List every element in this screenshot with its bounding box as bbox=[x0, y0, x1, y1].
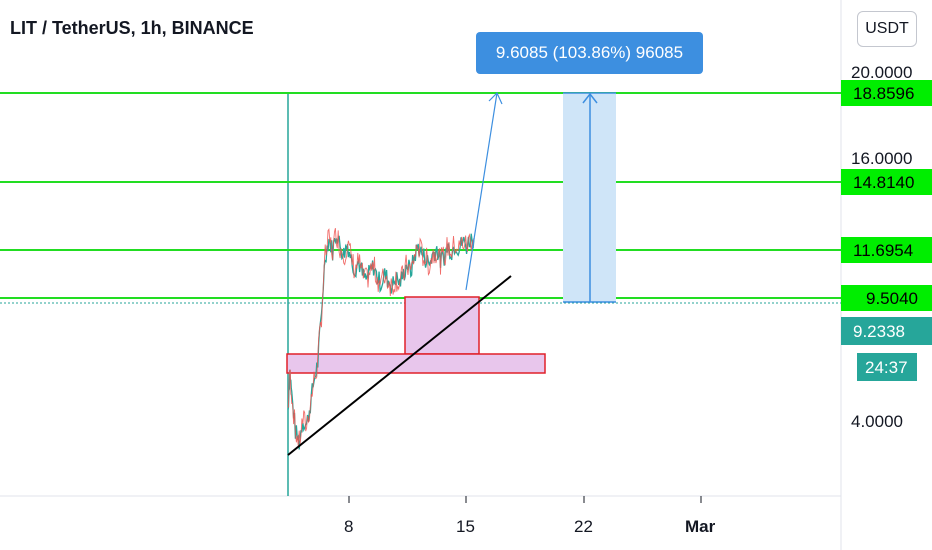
price-series-shadow bbox=[287, 227, 474, 446]
time-axis-label: 22 bbox=[574, 517, 593, 536]
measure-arrow-head bbox=[582, 92, 598, 104]
support-zone[interactable] bbox=[286, 353, 546, 374]
countdown-timer: 24:37 bbox=[865, 358, 908, 377]
level-tag-14.8140: 14.8140 bbox=[853, 173, 914, 192]
level-tag-18.8596: 18.8596 bbox=[853, 84, 914, 103]
level-tag-bg bbox=[841, 80, 932, 106]
measure-info-label: 9.6085 (103.86%) 96085 bbox=[476, 32, 703, 74]
level-tag-bg bbox=[841, 169, 932, 195]
time-axis-label: 15 bbox=[456, 517, 475, 536]
level-tag-11.6954: 11.6954 bbox=[853, 241, 913, 260]
time-axis-label: Mar bbox=[685, 517, 716, 536]
current-price-tag: 9.2338 bbox=[853, 322, 905, 341]
countdown-bg bbox=[857, 353, 917, 381]
level-tag-9.5040: 9.5040 bbox=[866, 289, 918, 308]
time-axis-label: 8 bbox=[344, 517, 353, 536]
projection-arrow-head bbox=[488, 91, 503, 105]
projection-arrow-line[interactable] bbox=[465, 92, 498, 291]
upper-consolidation-zone[interactable] bbox=[404, 296, 480, 355]
current-price-tag-bg bbox=[841, 317, 932, 345]
price-axis-label: 20.0000 bbox=[851, 63, 912, 82]
price-axis-label: 16.0000 bbox=[851, 149, 912, 168]
chart-title: LIT / TetherUS, 1h, BINANCE bbox=[10, 18, 254, 38]
level-tag-bg bbox=[841, 237, 932, 263]
level-tag-bg bbox=[841, 285, 932, 311]
currency-button[interactable]: USDT bbox=[857, 11, 917, 47]
price-axis-label: 4.0000 bbox=[851, 412, 903, 431]
ascending-trendline[interactable] bbox=[287, 275, 512, 456]
